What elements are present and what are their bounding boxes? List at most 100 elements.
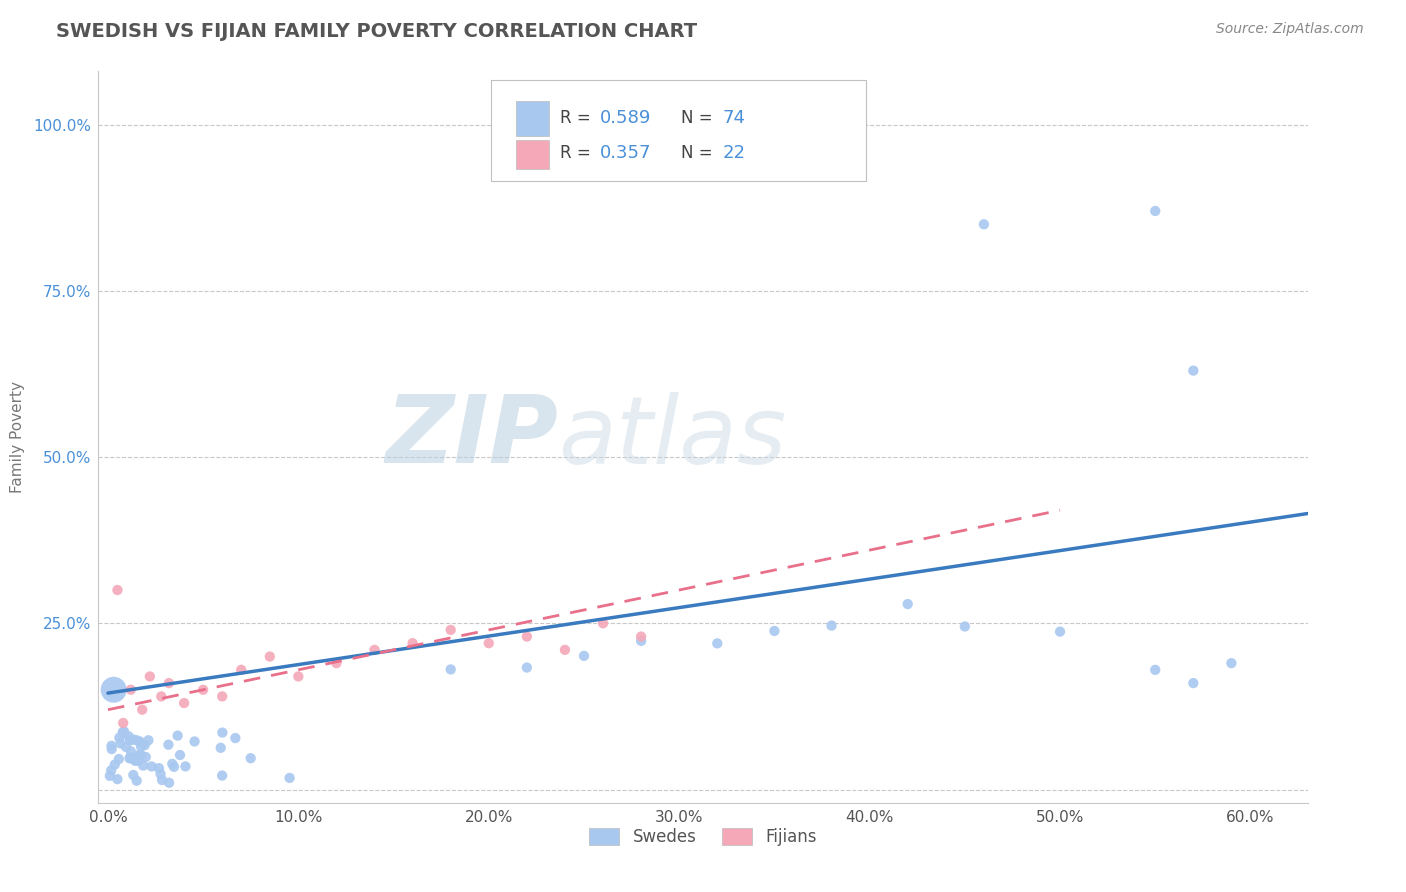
Legend: Swedes, Fijians: Swedes, Fijians [583,822,823,853]
Point [131,703,153,717]
Point [554,643,576,657]
Point [120,733,142,747]
Point [138,733,160,747]
Point [118,751,141,765]
Point [100,764,122,778]
Point [166,729,188,743]
Y-axis label: Family Poverty: Family Poverty [10,381,25,493]
Point [104,757,127,772]
Point [129,739,152,754]
Text: ZIP: ZIP [385,391,558,483]
Point [191,682,214,697]
Point [124,754,146,768]
Text: 22: 22 [723,145,745,162]
Point [973,217,995,231]
Point [122,768,145,782]
Point [478,636,501,650]
Point [1144,204,1167,219]
Point [1144,663,1167,677]
Point [98,769,121,783]
Point [127,733,149,747]
Point [572,648,595,663]
Point [127,754,149,768]
Point [239,751,262,765]
Point [141,759,163,773]
Point [763,624,786,638]
Point [1182,676,1205,690]
Point [115,739,138,754]
Point [287,669,309,683]
Point [1049,624,1071,639]
Point [120,744,142,758]
Point [100,742,122,756]
Text: R =: R = [561,109,596,128]
Point [108,731,131,745]
Point [129,747,152,762]
Text: Source: ZipAtlas.com: Source: ZipAtlas.com [1216,22,1364,37]
Point [150,772,173,787]
Point [211,725,233,739]
Point [125,773,148,788]
Point [157,776,180,790]
Point [278,771,301,785]
Point [112,716,135,731]
Point [706,636,728,650]
Point [107,772,129,787]
Point [953,619,976,633]
Point [630,633,652,648]
Point [173,696,195,710]
FancyBboxPatch shape [516,140,550,169]
Point [134,738,156,752]
Point [163,760,186,774]
Point [325,656,347,670]
Point [363,643,385,657]
Point [132,758,155,772]
Point [107,582,129,597]
Point [231,663,253,677]
Point [103,682,125,697]
Point [135,750,157,764]
Point [128,747,150,762]
FancyBboxPatch shape [516,101,550,136]
Point [122,732,145,747]
Point [125,750,148,764]
Point [108,752,131,766]
Point [401,636,423,650]
Point [169,747,191,762]
Point [112,724,135,739]
Text: atlas: atlas [558,392,786,483]
Point [516,630,538,644]
Point [112,726,135,740]
Point [111,725,134,739]
Text: SWEDISH VS FIJIAN FAMILY POVERTY CORRELATION CHART: SWEDISH VS FIJIAN FAMILY POVERTY CORRELA… [56,22,697,41]
Point [118,729,141,743]
Point [129,734,152,748]
Point [110,736,132,750]
Point [139,669,162,683]
Point [209,740,232,755]
Point [118,750,141,764]
Point [150,690,173,704]
Text: 0.357: 0.357 [600,145,652,162]
Point [120,682,142,697]
Point [1182,363,1205,377]
Text: 74: 74 [723,109,745,128]
Text: N =: N = [682,145,718,162]
Point [897,597,920,611]
Point [1220,656,1243,670]
Point [516,660,538,674]
Point [148,761,170,775]
Point [259,649,281,664]
Point [820,618,842,632]
Point [157,738,180,752]
Point [183,734,205,748]
Point [224,731,246,745]
Point [100,739,122,753]
Point [211,768,233,782]
Point [440,623,463,637]
Point [157,676,180,690]
Point [174,759,197,773]
Point [440,662,463,676]
Text: 0.589: 0.589 [600,109,651,128]
Point [162,756,184,771]
